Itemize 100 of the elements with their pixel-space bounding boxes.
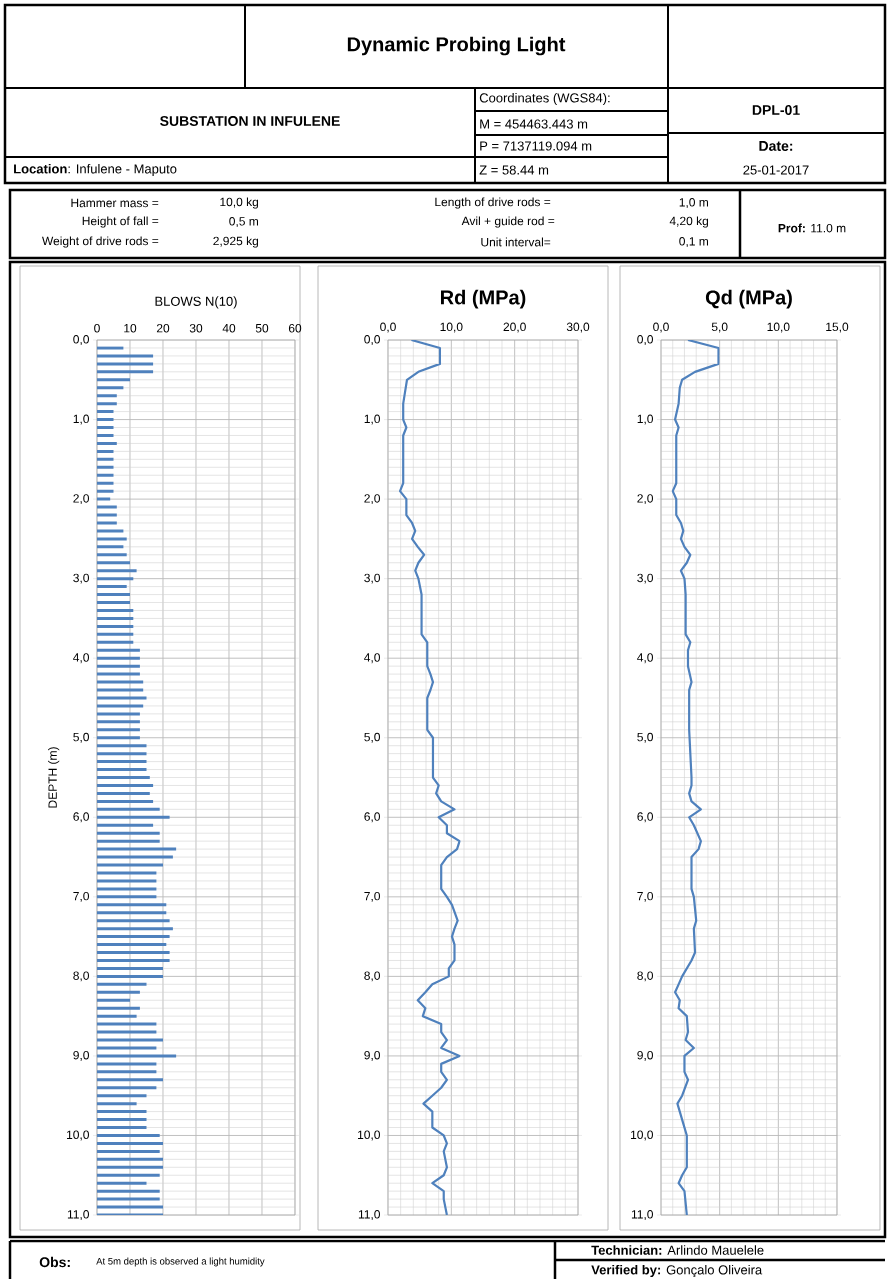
bar — [97, 1078, 163, 1082]
bar — [97, 664, 140, 668]
bar — [97, 1133, 160, 1137]
bar — [97, 831, 160, 835]
bar — [97, 632, 134, 636]
bar — [97, 489, 114, 493]
bar — [97, 577, 134, 581]
y-tick-label: 9,0 — [73, 1050, 89, 1061]
bar — [97, 656, 140, 660]
bar — [97, 712, 140, 716]
bar — [97, 752, 147, 756]
bar — [97, 1046, 157, 1050]
bar — [97, 744, 147, 748]
bar — [97, 672, 140, 676]
x-tick-label: 50 — [255, 323, 269, 333]
bar — [97, 807, 160, 811]
bar — [97, 974, 163, 978]
y-tick-label: 6,0 — [637, 812, 653, 823]
bar — [97, 1102, 137, 1106]
line-series — [398, 340, 461, 1216]
x-tick-label: 0 — [94, 323, 100, 333]
bar — [97, 823, 154, 827]
y-axis-title: DEPTH (m) — [48, 747, 60, 808]
bar — [97, 433, 114, 437]
text: Location: Infulene - Maputo — [14, 163, 177, 177]
bar — [97, 1189, 160, 1193]
y-tick-label: 4,0 — [73, 653, 89, 664]
y-tick-label: 11,0 — [358, 1210, 380, 1220]
bar — [97, 871, 157, 875]
bar — [97, 895, 157, 899]
bar — [97, 1141, 163, 1145]
bar — [97, 760, 147, 764]
y-tick-label: 2,0 — [364, 494, 380, 505]
bar — [97, 497, 111, 501]
y-tick-label: 6,0 — [364, 812, 380, 823]
bar — [97, 1197, 160, 1201]
bar — [97, 513, 117, 517]
bar — [97, 601, 130, 605]
bar — [97, 370, 154, 374]
bar — [97, 553, 127, 557]
y-tick-label: 9,0 — [637, 1050, 653, 1061]
x-tick-label: 0,0 — [380, 322, 396, 333]
text: 1,0 m — [679, 198, 708, 208]
text: Height of fall = — [82, 216, 159, 228]
bar — [97, 410, 114, 414]
bar — [97, 720, 140, 724]
text: 4,20 kg — [669, 216, 709, 228]
text: Avil + guide rod = — [461, 216, 555, 228]
y-tick-label: 8,0 — [364, 971, 380, 982]
y-tick-label: 10,0 — [67, 1130, 89, 1141]
bar — [97, 624, 134, 628]
bar — [97, 911, 167, 915]
x-tick-label: 10,0 — [440, 322, 463, 333]
bar — [97, 465, 114, 469]
bar — [97, 418, 114, 422]
text: 25-01-2017 — [743, 165, 809, 175]
bar — [97, 378, 130, 382]
bar — [97, 545, 124, 549]
bar — [97, 1070, 157, 1074]
bar — [97, 481, 114, 485]
text: At 5m depth is observed a light humidity — [96, 1257, 265, 1267]
bar — [97, 688, 144, 692]
x-tick-label: 20 — [156, 323, 170, 333]
text: Unit interval= — [481, 237, 551, 247]
x-tick-label: 5,0 — [711, 322, 728, 333]
text: Technician: Arlindo Mauelele — [591, 1245, 764, 1255]
text: Coordinates (WGS84): — [479, 92, 610, 106]
text: Dynamic Probing Light — [347, 36, 566, 56]
bar — [97, 951, 170, 955]
y-tick-label: 0,0 — [73, 335, 89, 345]
bar — [97, 1118, 147, 1122]
y-tick-label: 4,0 — [364, 653, 380, 664]
bar — [97, 1157, 163, 1161]
text: Weight of drive rods = — [42, 236, 159, 248]
x-tick-label: 60 — [288, 323, 302, 333]
text: Obs: — [39, 1256, 70, 1268]
bar — [97, 593, 130, 597]
bar — [97, 537, 127, 541]
y-tick-label: 3,0 — [73, 573, 89, 584]
bar — [97, 608, 134, 612]
chart-title: Qd (MPa) — [705, 289, 792, 309]
bar — [97, 728, 140, 732]
text: M = 454463.443 m — [480, 119, 588, 129]
bar — [97, 1086, 157, 1090]
bar — [97, 783, 154, 787]
x-tick-label: 30,0 — [566, 322, 590, 333]
text: Length of drive rods = — [435, 197, 551, 209]
y-tick-label: 0,0 — [364, 335, 380, 345]
bar — [97, 696, 147, 700]
y-tick-label: 2,0 — [637, 494, 653, 505]
bar — [97, 585, 127, 589]
bar — [97, 879, 157, 883]
y-tick-label: 4,0 — [637, 653, 653, 664]
y-tick-label: 10,0 — [631, 1130, 653, 1141]
bar — [97, 449, 114, 453]
bar — [97, 521, 117, 525]
x-tick-label: 10,0 — [767, 322, 790, 333]
bar — [97, 704, 144, 708]
y-tick-label: 8,0 — [73, 971, 89, 982]
text: Prof: 11.0 m — [778, 223, 846, 233]
